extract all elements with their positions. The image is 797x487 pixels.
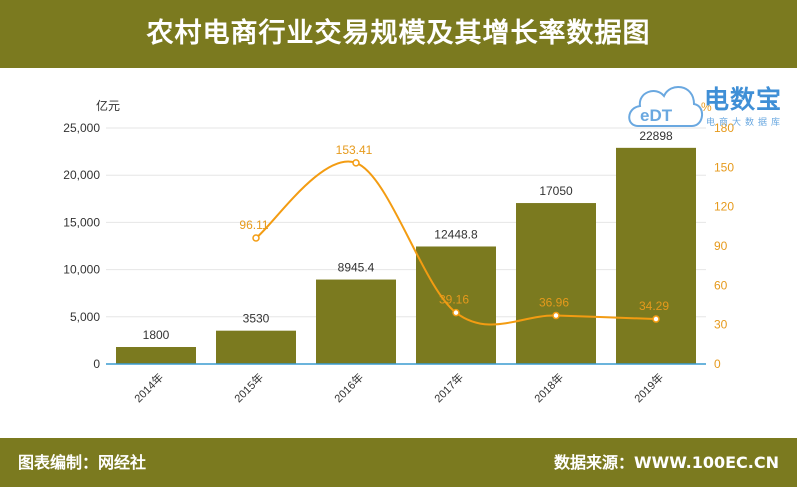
- y2-tick-label: 30: [714, 318, 728, 332]
- y-axis-label: 亿元: [96, 98, 120, 113]
- bar-data-label: 12448.8: [434, 227, 478, 241]
- bar: [516, 203, 596, 364]
- line-data-label: 153.41: [336, 143, 373, 157]
- y2-axis-label: %: [701, 100, 712, 114]
- cloud-edt-logo-icon: eDT: [628, 86, 703, 127]
- line-point: [352, 159, 360, 167]
- bar: [116, 347, 196, 364]
- x-tick-label: 2018年: [531, 370, 566, 405]
- data-source: 数据来源：WWW.100EC.CN: [553, 453, 779, 472]
- series-line: [255, 160, 657, 326]
- bar-data-label: 17050: [539, 184, 573, 198]
- y2-tick-label: 120: [714, 200, 734, 214]
- y2-tick-label: 180: [714, 121, 734, 135]
- brand-logo: eDT 电数宝 电商大数据库: [628, 74, 790, 140]
- logo-brand-text: 电数宝: [704, 85, 783, 114]
- logo-subtitle: 电商大数据库: [706, 118, 785, 128]
- bar: [216, 330, 296, 364]
- y-tick-label: 5,000: [70, 310, 100, 324]
- y-tick-label: 20,000: [63, 168, 100, 182]
- chart-credit: 图表编制：网经社: [18, 453, 147, 472]
- bar: [616, 147, 696, 364]
- x-tick-label: 2015年: [231, 370, 266, 405]
- line-point: [652, 315, 660, 323]
- chart: 0 5,000 10,000 15,000 20,000 25,000 0 30 60 90 120…: [63, 98, 734, 405]
- y2-tick-label: 150: [714, 160, 734, 174]
- bar: [316, 279, 396, 364]
- footer-bar: 图表编制：网经社 数据来源：WWW.100EC.CN: [0, 438, 797, 487]
- header-bar: 农村电商行业交易规模及其增长率数据图: [0, 0, 797, 68]
- line-data-label: 39.16: [439, 293, 469, 307]
- y2-tick-label: 0: [714, 357, 721, 371]
- page-title: 农村电商行业交易规模及其增长率数据图: [146, 18, 651, 49]
- x-tick-label: 2017年: [431, 370, 466, 405]
- line-data-label: 96.11: [239, 218, 268, 232]
- y2-tick-label: 60: [714, 278, 728, 292]
- y-tick-label: 15,000: [63, 215, 100, 229]
- svg-text:eDT: eDT: [640, 106, 673, 125]
- y-tick-label: 0: [93, 357, 100, 371]
- line-data-label: 34.29: [639, 299, 669, 313]
- x-tick-label: 2019年: [631, 370, 666, 405]
- y2-tick-label: 90: [714, 239, 728, 253]
- bar-data-label: 3530: [243, 312, 270, 326]
- x-tick-label: 2014年: [131, 370, 166, 405]
- bar: [416, 246, 496, 364]
- bar-data-label: 8945.4: [338, 261, 375, 275]
- line-point: [252, 234, 260, 242]
- line-point: [452, 308, 460, 317]
- y-tick-label: 25,000: [63, 121, 100, 135]
- x-tick-label: 2016年: [331, 370, 366, 405]
- line-data-label: 36.96: [539, 296, 569, 310]
- bar-data-label: 1800: [143, 328, 170, 342]
- line-point: [552, 311, 560, 320]
- y-tick-label: 10,000: [63, 263, 100, 277]
- bar-data-label: 22898: [639, 129, 673, 143]
